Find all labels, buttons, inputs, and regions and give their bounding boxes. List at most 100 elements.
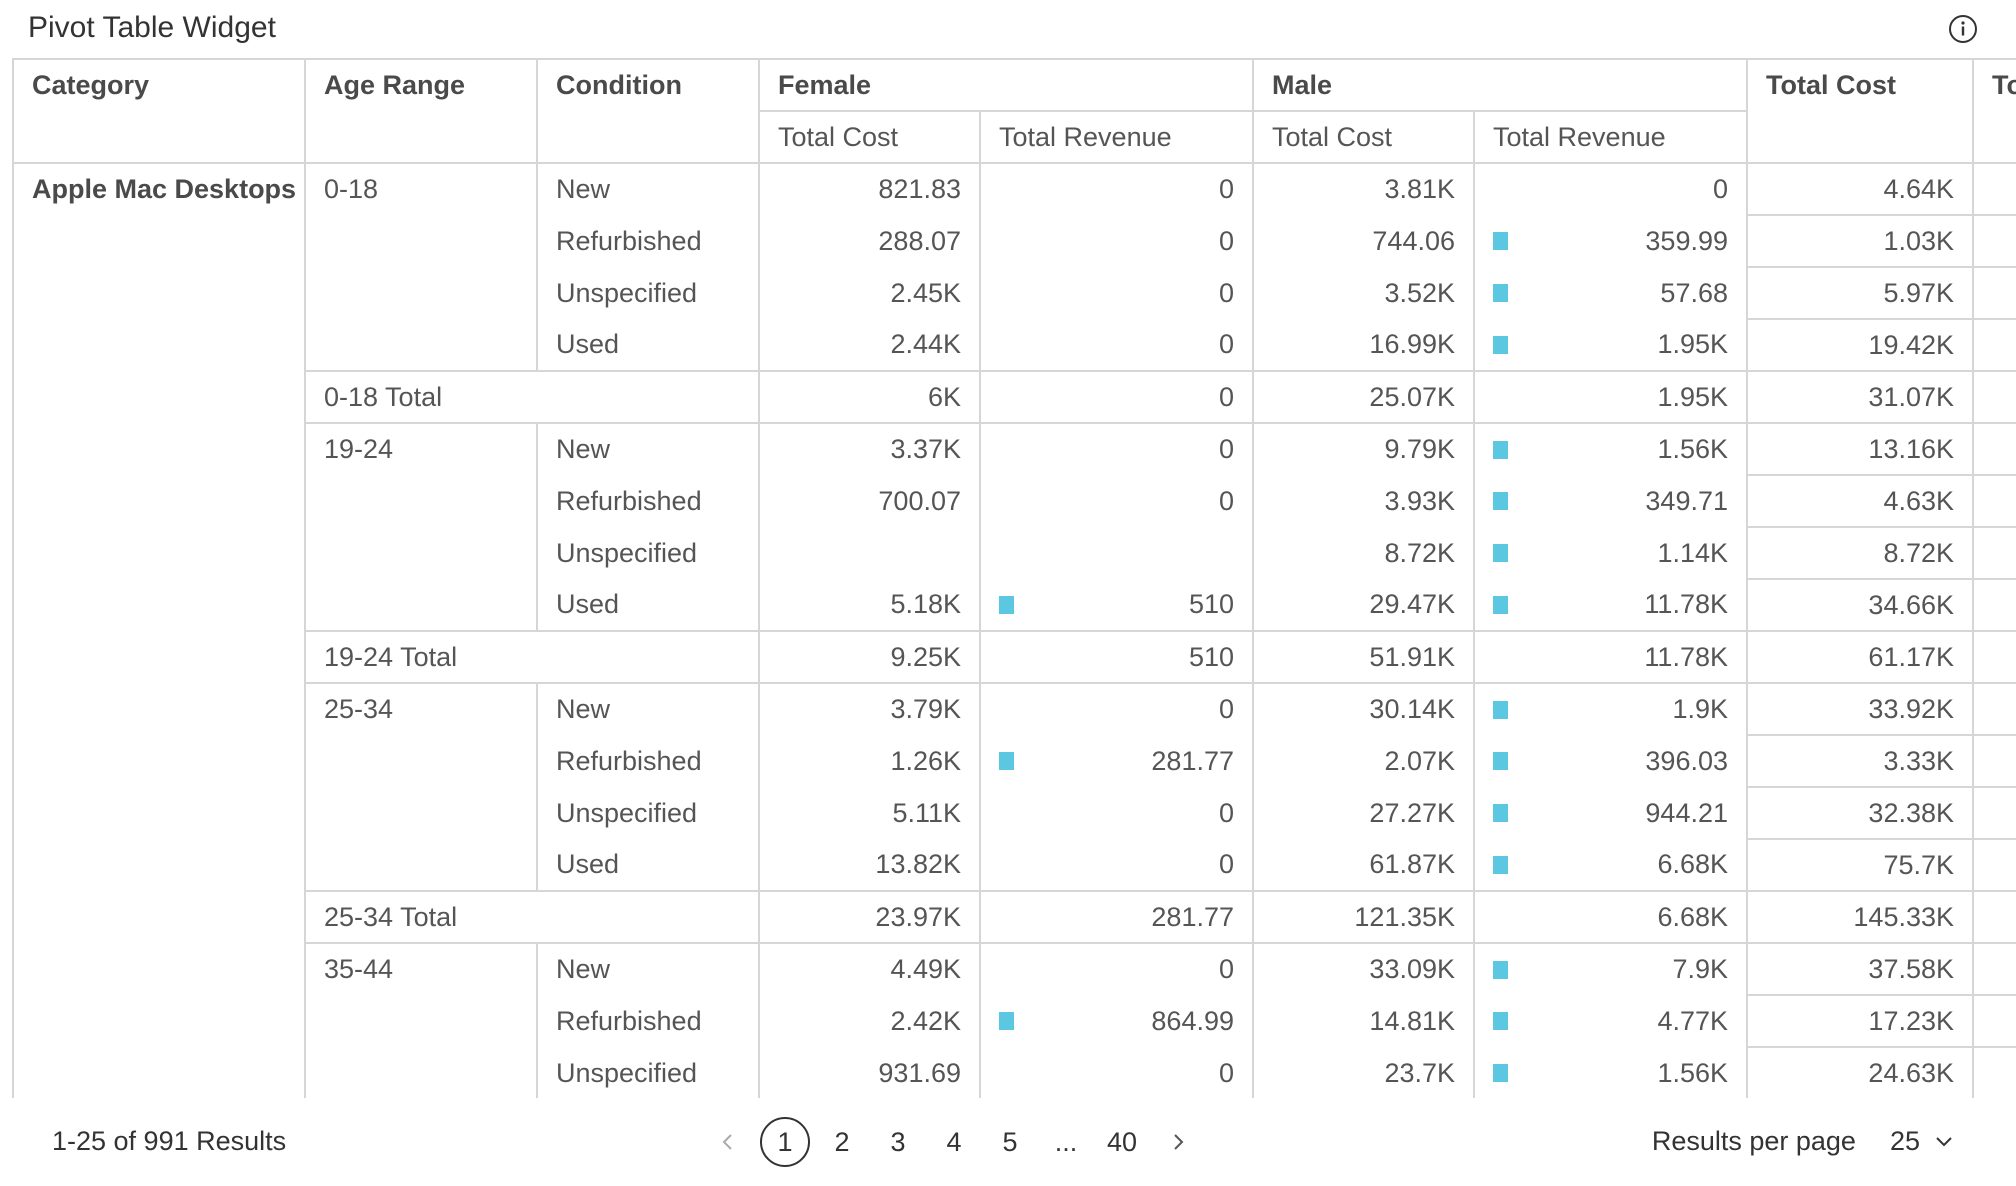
page-ellipsis: ...: [1054, 1126, 1078, 1157]
female-cost-cell: 700.07: [758, 475, 980, 527]
total-cost-cell: 24.63K: [1746, 1046, 1973, 1098]
total-cost-total: 61.17K: [1746, 630, 1973, 683]
data-bar-mark: [1493, 232, 1508, 250]
total-cost-cell: 5.97K: [1746, 266, 1973, 319]
header-male[interactable]: Male: [1252, 58, 1747, 112]
header-male-total-revenue[interactable]: Total Revenue: [1473, 111, 1747, 164]
male-cost-cell: 23.7K: [1252, 1047, 1474, 1098]
total-revenue-cell: [1972, 422, 2016, 475]
subtotal-row: 19-24 Total 9.25K 510 51.91K 11.78K 61.17K: [13, 630, 2016, 683]
table-row: 35-44 New 4.49K 0 33.09K 7.9K 37.58K: [13, 942, 2016, 1098]
header-female-total-cost[interactable]: Total Cost: [758, 111, 980, 164]
total-cost-total: 145.33K: [1746, 890, 1973, 943]
table-row: Used 2.44K 0 16.99K 1.95K 19.42K: [13, 318, 2016, 371]
results-per-page-value: 25: [1889, 1126, 1920, 1156]
cell-value: 944.21: [1645, 797, 1728, 828]
total-revenue-cell: [1972, 214, 2016, 267]
male-cost-cell: 33.09K: [1252, 942, 1474, 995]
cell-value: 0: [1218, 954, 1234, 984]
age-range-cell: 25-34: [305, 682, 537, 891]
condition-cell: Refurbished: [536, 995, 759, 1047]
header-age-range[interactable]: Age Range: [304, 58, 537, 164]
next-page-button[interactable]: [1150, 1132, 1206, 1152]
header-female[interactable]: Female: [758, 58, 1253, 112]
total-revenue-cell: [1972, 578, 2016, 631]
table-row: Used 13.82K 0 61.87K 6.68K 75.7K: [13, 838, 2016, 891]
data-bar-mark: [999, 752, 1014, 770]
header-female-total-revenue[interactable]: Total Revenue: [979, 111, 1253, 164]
total-cost-cell: 13.16K: [1746, 422, 1973, 475]
page-button-1[interactable]: 1: [760, 1117, 810, 1167]
page-button-3[interactable]: 3: [890, 1126, 906, 1157]
widget-header: Pivot Table Widget: [28, 6, 1996, 50]
cell-value: 0: [1218, 434, 1234, 464]
total-cost-cell: 4.63K: [1746, 474, 1973, 527]
male-cost-cell: 14.81K: [1252, 995, 1474, 1047]
age-range-cell: 0-18: [305, 162, 537, 371]
condition-cell: Refurbished: [536, 215, 759, 267]
table-row: Unspecified 931.69 0 23.7K 1.56K 24.63K: [13, 1046, 2016, 1098]
male-revenue-total: 6.68K: [1473, 890, 1747, 943]
header-male-total-cost[interactable]: Total Cost: [1252, 111, 1474, 164]
cell-value: 396.03: [1645, 745, 1728, 776]
page-button-5[interactable]: 5: [1002, 1126, 1018, 1157]
condition-cell: Unspecified: [536, 267, 759, 319]
cell-value: 6.68K: [1657, 849, 1728, 879]
header-total-cost[interactable]: Total Cost: [1746, 58, 1973, 164]
male-cost-cell: 8.72K: [1252, 527, 1474, 579]
header-condition[interactable]: Condition: [536, 58, 759, 164]
cell-value: 0: [1712, 174, 1728, 204]
cell-value: 0: [1218, 225, 1234, 256]
male-revenue-total: 11.78K: [1473, 630, 1747, 683]
page-button-4[interactable]: 4: [946, 1126, 962, 1157]
data-bar-mark: [1493, 752, 1508, 770]
female-cost-total: 9.25K: [758, 630, 980, 683]
results-per-page-select[interactable]: 25: [1890, 1126, 1954, 1157]
page-button-2[interactable]: 2: [834, 1126, 850, 1157]
info-circle-icon[interactable]: [1948, 14, 1978, 44]
data-bar-mark: [1493, 1064, 1508, 1082]
cell-value: 281.77: [1151, 745, 1234, 776]
male-revenue-cell: 57.68: [1473, 267, 1747, 319]
total-revenue-total: [1972, 370, 2016, 423]
total-cost-total: 31.07K: [1746, 370, 1973, 423]
condition-cell: Refurbished: [536, 475, 759, 527]
cell-value: 0: [1218, 329, 1234, 359]
cell-value: 0: [1218, 277, 1234, 308]
total-revenue-cell: [1972, 266, 2016, 319]
female-revenue-cell: 0: [979, 942, 1253, 995]
total-revenue-total: [1972, 890, 2016, 943]
total-revenue-cell: [1972, 734, 2016, 787]
page-button-40[interactable]: 40: [1106, 1126, 1138, 1157]
table-row: Unspecified 2.45K 0 3.52K 57.68 5.97K: [13, 266, 2016, 319]
male-cost-cell: 9.79K: [1252, 422, 1474, 475]
female-cost-cell: 2.44K: [758, 319, 980, 371]
male-revenue-cell: 1.95K: [1473, 319, 1747, 371]
female-cost-cell: 3.79K: [758, 682, 980, 735]
cell-value: 1.14K: [1657, 537, 1728, 568]
table-row: Refurbished 2.42K 864.99 14.81K 4.77K 17.23K: [13, 994, 2016, 1047]
prev-page-button[interactable]: [700, 1132, 756, 1152]
header-category[interactable]: Category: [12, 58, 305, 164]
cell-value: 0: [1218, 797, 1234, 828]
male-cost-cell: 744.06: [1252, 215, 1474, 267]
male-revenue-cell: 1.56K: [1473, 1047, 1747, 1098]
male-revenue-cell: 359.99: [1473, 215, 1747, 267]
total-cost-cell: 37.58K: [1746, 942, 1973, 995]
header-total-revenue[interactable]: To: [1972, 58, 2016, 163]
cell-value: 1.95K: [1657, 329, 1728, 359]
data-bar-mark: [1493, 595, 1508, 614]
total-revenue-cell: [1972, 1046, 2016, 1098]
cell-value: 0: [1218, 174, 1234, 204]
subtotal-row: 25-34 Total 23.97K 281.77 121.35K 6.68K 145.3…: [13, 890, 2016, 943]
female-revenue-cell: 0: [979, 319, 1253, 371]
cell-value: 864.99: [1151, 1005, 1234, 1036]
subtotal-label: 19-24 Total: [305, 630, 759, 683]
female-revenue-cell: 0: [979, 475, 1253, 527]
total-cost-cell: 19.42K: [1746, 318, 1973, 371]
female-cost-cell: 821.83: [758, 162, 980, 215]
pivot-table-container[interactable]: Category Age Range Condition Female Male…: [12, 58, 2016, 1098]
results-per-page-label: Results per page: [1651, 1126, 1856, 1156]
female-cost-cell: 5.11K: [758, 787, 980, 839]
total-revenue-cell: [1972, 526, 2016, 579]
